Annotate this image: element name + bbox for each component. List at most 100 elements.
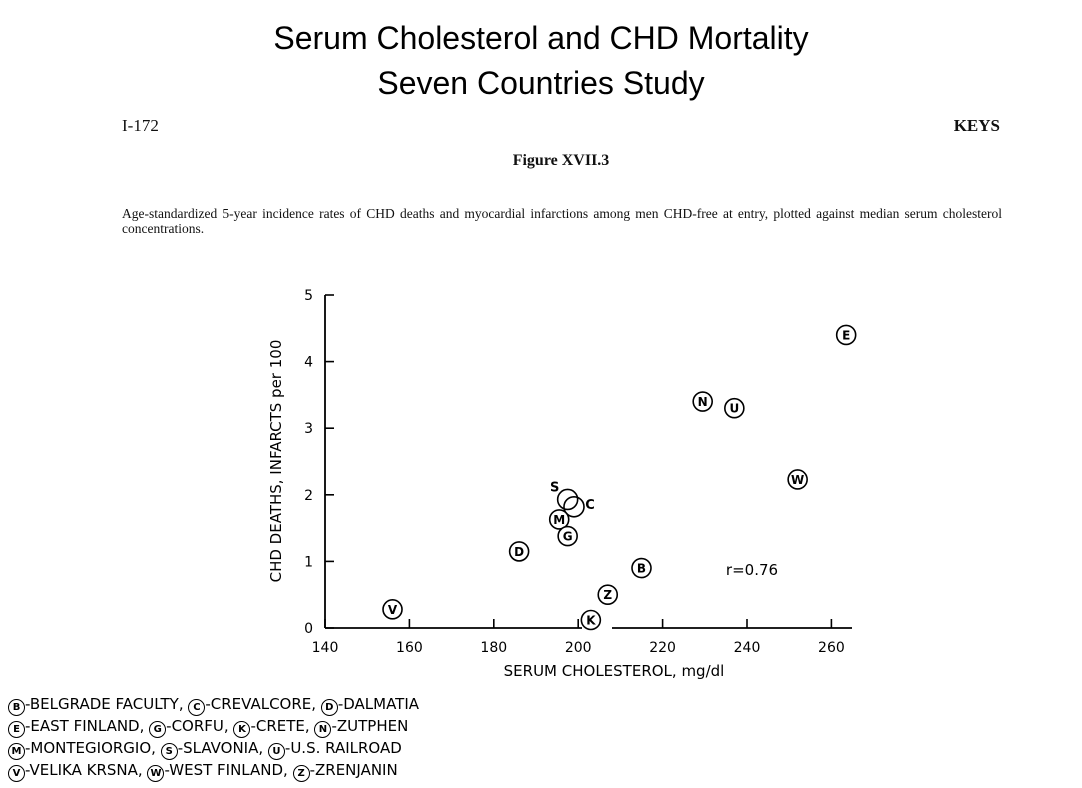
slide-title-line-1: Serum Cholesterol and CHD Mortality <box>273 20 809 56</box>
legend-code: U <box>267 743 285 760</box>
slide-title-line-2: Seven Countries Study <box>377 65 705 101</box>
point-label: C <box>585 498 595 513</box>
data-point-e: E <box>835 324 857 346</box>
legend-item-z: Z -ZRENJANIN <box>292 761 398 782</box>
data-point-d: D <box>508 541 530 562</box>
x-tick-label: 160 <box>396 640 423 656</box>
data-point-n: N <box>692 391 713 412</box>
legend-item-k: K -CRETE, <box>233 717 310 738</box>
legend-text: -MONTEGIORGIO, <box>25 739 156 757</box>
legend-code: W <box>147 765 165 782</box>
point-label: D <box>514 545 524 559</box>
point-marker <box>508 541 530 562</box>
point-label: E <box>842 328 850 342</box>
figure-caption: Age-standardized 5-year incidence rates … <box>122 206 1002 236</box>
legend-item-w: W -WEST FINLAND, <box>147 761 288 782</box>
legend-code: Z <box>292 765 310 782</box>
legend-text: -U.S. RAILROAD <box>284 739 402 757</box>
legend-code: V <box>8 765 25 782</box>
point-label: B <box>637 562 646 576</box>
point-label: S <box>550 480 559 495</box>
point-label: M <box>553 513 565 527</box>
x-tick-label: 140 <box>312 640 339 656</box>
legend-line: V -VELIKA KRSNA, W -WEST FINLAND, Z -ZRENJA… <box>8 760 419 782</box>
point-marker <box>835 324 857 346</box>
legend-code: G <box>149 721 167 738</box>
legend-text: -ZRENJANIN <box>309 761 398 779</box>
legend-item-s: S -SLAVONIA, <box>160 739 264 760</box>
point-label: K <box>586 614 596 628</box>
x-tick-label: 220 <box>649 640 676 656</box>
legend-item-u: U -U.S. RAILROAD <box>267 739 402 760</box>
legend-code: S <box>160 743 178 760</box>
data-point-u: U <box>724 397 745 419</box>
x-tick-label: 260 <box>818 640 845 656</box>
point-label: N <box>698 395 708 409</box>
legend-code: B <box>8 699 25 716</box>
legend-text: -BELGRADE FACULTY, <box>25 695 184 713</box>
point-label: W <box>791 473 804 487</box>
point-marker <box>563 495 585 518</box>
data-point-b: B <box>631 557 652 579</box>
x-tick-label: 240 <box>734 640 761 656</box>
legend-text: -ZUTPHEN <box>331 717 409 735</box>
legend-line: M -MONTEGIORGIO, S -SLAVONIA, U -U.S. RAILR… <box>8 738 419 760</box>
figure-label: Figure XVII.3 <box>512 152 610 169</box>
data-point-m: M <box>548 509 570 530</box>
data-point-k: K <box>580 609 602 631</box>
legend-line: E -EAST FINLAND, G -CORFU, K -CRETE, N -ZUTP… <box>8 716 419 738</box>
legend-item-c: C -CREVALCORE, <box>188 695 317 716</box>
data-point-z: Z <box>597 584 619 606</box>
point-marker <box>597 584 619 606</box>
y-axis-label: CHD DEATHS, INFARCTS per 100 <box>267 340 285 583</box>
data-point-g: G <box>557 525 578 547</box>
legend-item-e: E -EAST FINLAND, <box>8 717 145 738</box>
point-marker <box>557 525 578 547</box>
legend-text: -EAST FINLAND, <box>25 717 145 735</box>
data-point-s: S <box>550 480 579 511</box>
legend-item-d: D -DALMATIA <box>320 695 420 716</box>
legend-item-b: B -BELGRADE FACULTY, <box>8 695 184 716</box>
point-marker <box>548 509 570 530</box>
legend-code: N <box>314 721 332 738</box>
correlation-annotation: r=0.76 <box>726 561 778 579</box>
point-label: U <box>729 402 739 416</box>
legend-code: E <box>8 721 25 738</box>
legend-line: B -BELGRADE FACULTY, C -CREVALCORE, D -DALM… <box>8 694 419 716</box>
legend: B -BELGRADE FACULTY, C -CREVALCORE, D -DALM… <box>8 694 419 782</box>
point-marker <box>631 557 652 579</box>
legend-text: -CRETE, <box>250 717 310 735</box>
y-tick-label: 2 <box>304 488 313 504</box>
legend-item-n: N -ZUTPHEN <box>314 717 409 738</box>
y-tick-label: 3 <box>304 421 313 437</box>
legend-item-g: G -CORFU, <box>149 717 229 738</box>
legend-text: -SLAVONIA, <box>177 739 264 757</box>
point-marker <box>787 469 808 490</box>
legend-item-v: V -VELIKA KRSNA, <box>8 761 143 782</box>
x-tick-label: 200 <box>565 640 592 656</box>
point-marker <box>724 397 745 419</box>
legend-code: D <box>320 699 338 716</box>
point-marker <box>382 599 403 620</box>
y-tick-label: 1 <box>304 554 313 570</box>
y-tick-label: 5 <box>304 288 313 304</box>
point-label: G <box>563 530 573 544</box>
scatter-chart: 140 160 180 200 220 240 260 0 1 2 3 4 5 CHD DEATHS, … <box>267 288 857 680</box>
point-marker <box>580 609 602 631</box>
x-tick-label: 180 <box>480 640 507 656</box>
legend-text: -CORFU, <box>166 717 229 735</box>
legend-text: -DALMATIA <box>337 695 420 713</box>
author-name: KEYS <box>953 116 1000 135</box>
point-marker <box>556 488 579 511</box>
data-point-v: V <box>382 599 403 620</box>
legend-code: M <box>8 743 25 760</box>
data-point-c: C <box>563 495 595 518</box>
y-tick-label: 4 <box>304 355 313 371</box>
legend-code: K <box>233 721 251 738</box>
point-marker <box>692 391 713 412</box>
x-axis-label: SERUM CHOLESTEROL, mg/dl <box>504 662 725 680</box>
page-number: I-172 <box>122 116 159 135</box>
legend-text: -WEST FINLAND, <box>164 761 288 779</box>
legend-item-m: M -MONTEGIORGIO, <box>8 739 156 760</box>
legend-text: -CREVALCORE, <box>205 695 317 713</box>
